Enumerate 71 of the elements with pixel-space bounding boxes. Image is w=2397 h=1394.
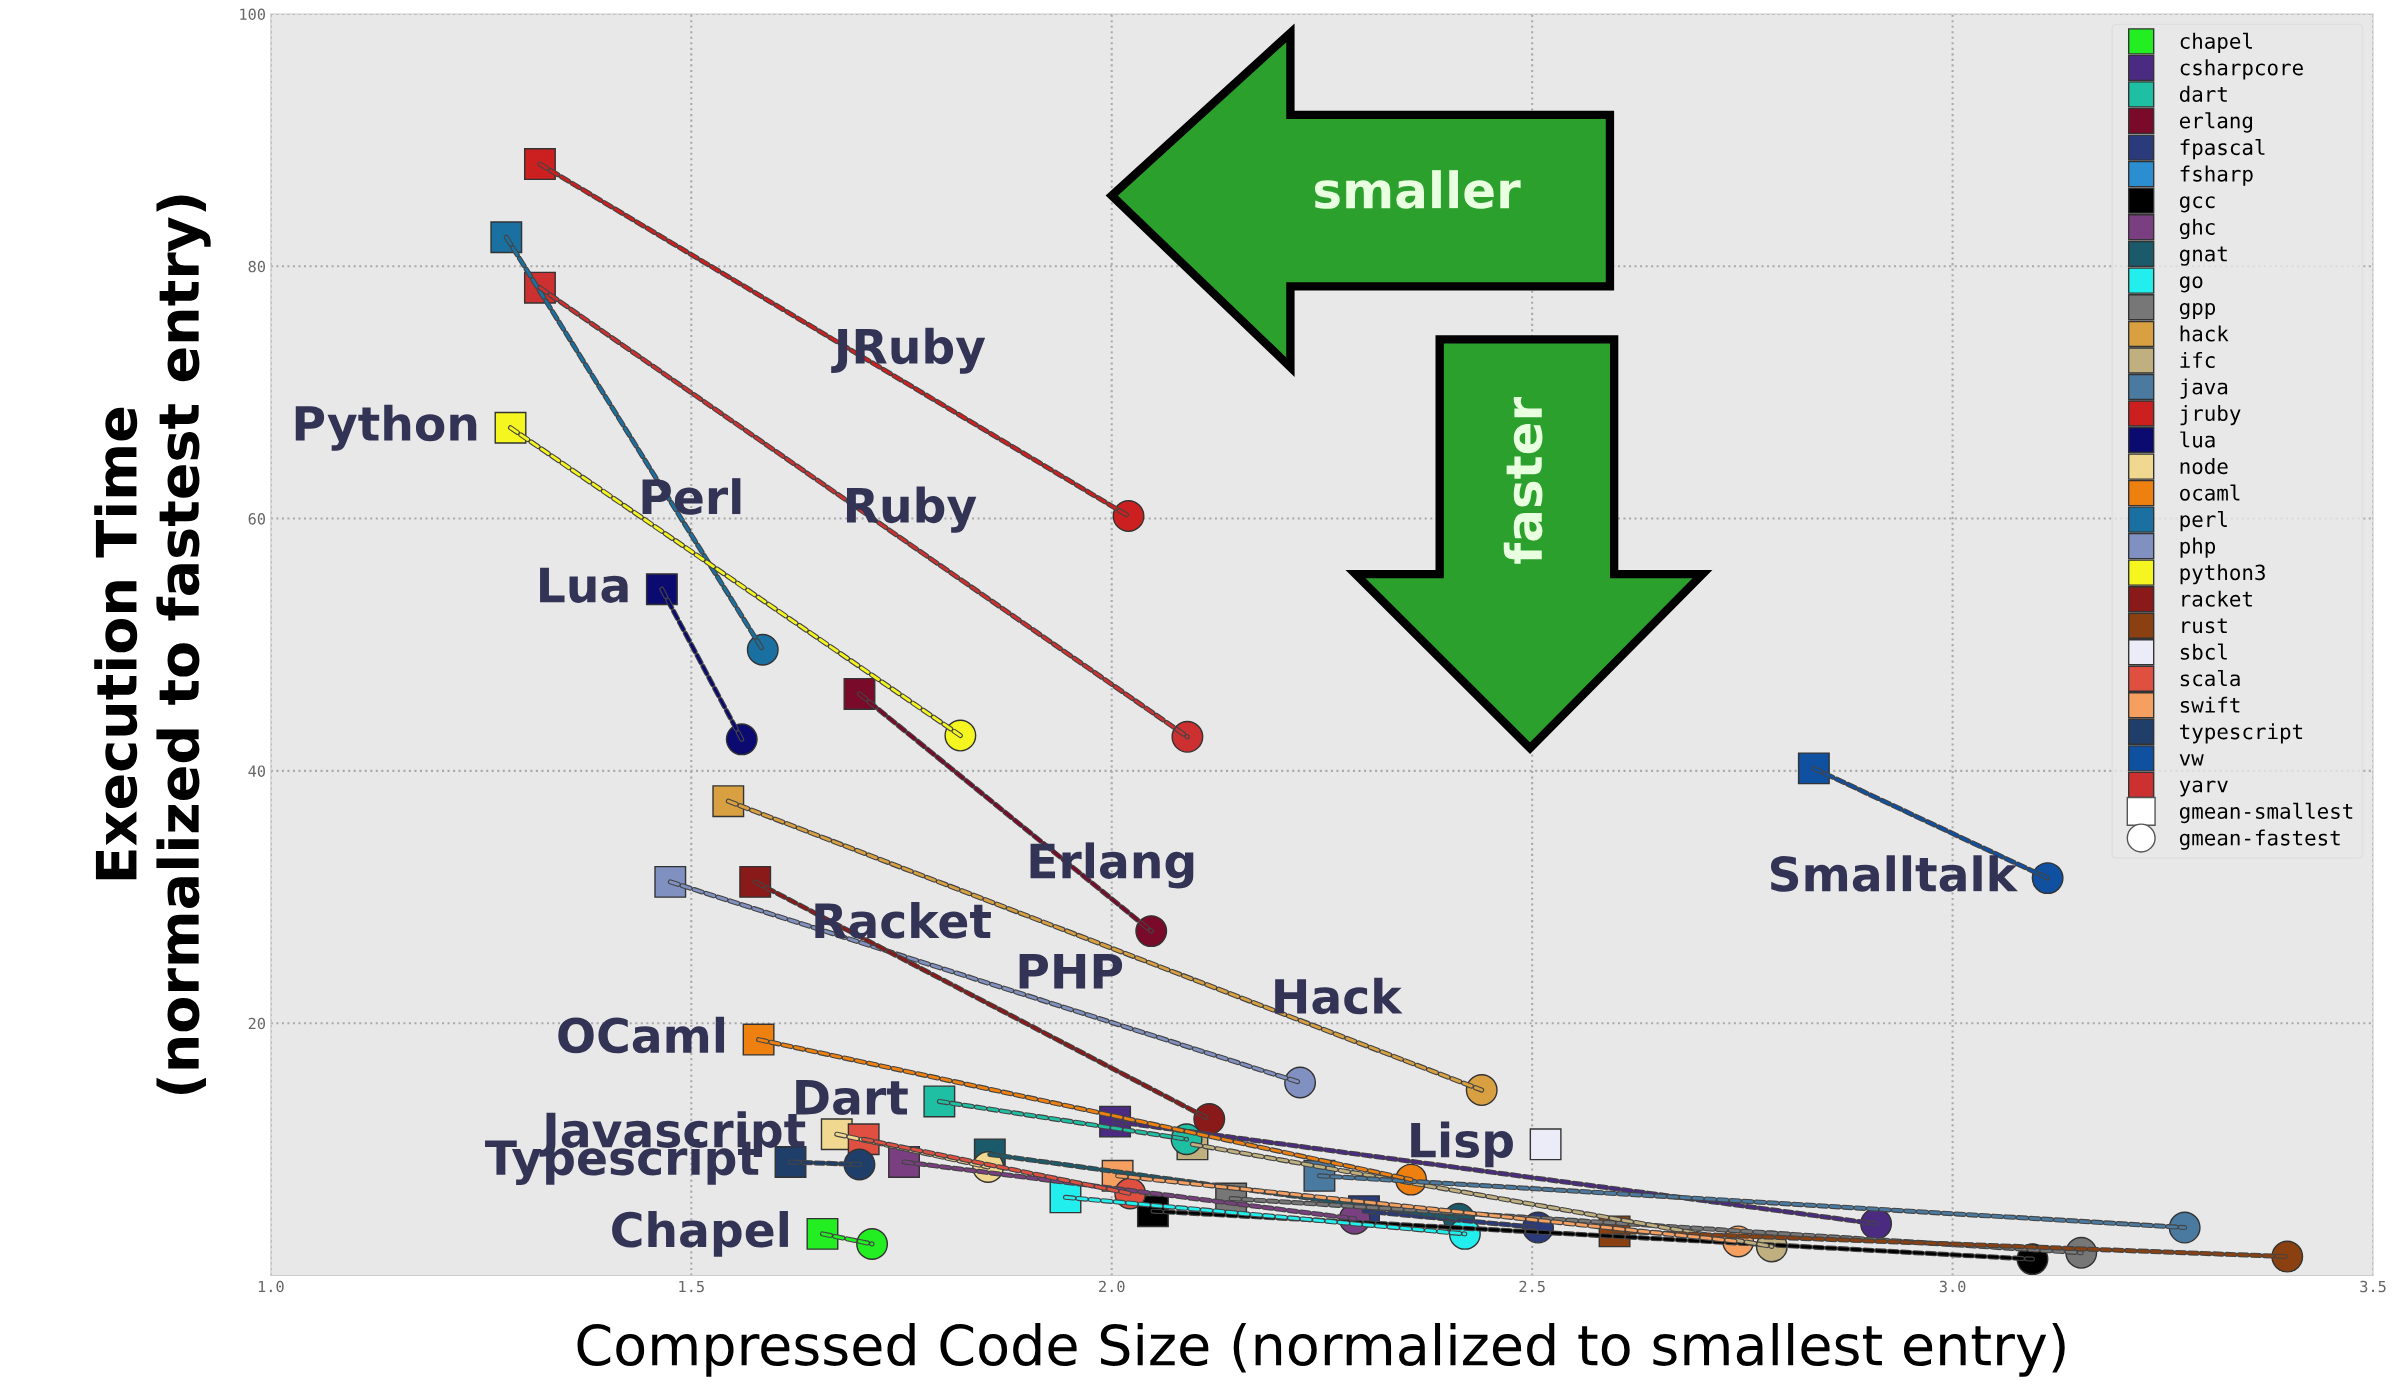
annotation: faster (1503, 397, 1543, 564)
legend-label: erlang (2179, 112, 2252, 133)
legend-label: python3 (2180, 564, 2265, 585)
x-axis-title: Compressed Code Size (normalized to smallest entry) (577, 1323, 2065, 1377)
annotation: Hack (1275, 977, 1403, 1015)
legend-label: fpascal (2180, 138, 2265, 160)
annotation: Python (295, 404, 477, 451)
y-tick-label: 20 (248, 1017, 266, 1030)
legend-label: lua (2180, 431, 2215, 448)
point (645, 573, 678, 606)
y-tick-label: 40 (248, 765, 266, 777)
legend-label: sbcl (2180, 643, 2227, 660)
legend-label: chapel (2180, 32, 2252, 53)
point (1284, 1066, 1317, 1099)
x-tick-label: 3.0 (1939, 1280, 1966, 1293)
y-tick-label: 60 (248, 513, 266, 525)
x-tick-label: 1.5 (679, 1280, 704, 1293)
annotation: OCaml (558, 1016, 725, 1054)
legend-label: yarv (2179, 780, 2228, 797)
x-tick-label: 3.5 (2360, 1280, 2386, 1293)
legend-label: rust (2182, 618, 2227, 634)
legend-label: gpp (2179, 302, 2216, 320)
annotation: Lua (540, 567, 628, 603)
x-tick-label: 2.0 (1099, 1280, 1125, 1293)
point (856, 1227, 889, 1260)
legend-label: csharpcore (2180, 59, 2303, 80)
legend-label: fsharp (2180, 165, 2253, 186)
point (806, 1217, 839, 1250)
legend-label: scala (2180, 670, 2240, 687)
legend-label: gmean-smallest (2179, 802, 2353, 824)
point (490, 221, 523, 254)
legend-label: go (2179, 276, 2203, 293)
legend-label: dart (2179, 85, 2227, 102)
point (1112, 500, 1145, 533)
legend-label: gnat (2179, 246, 2227, 266)
legend-label: ocaml (2180, 484, 2240, 501)
point (523, 148, 556, 181)
legend-label: jruby (2180, 404, 2241, 426)
annotation: smaller (1314, 170, 1521, 209)
legend-label: vw (2179, 754, 2204, 766)
point (712, 785, 745, 818)
legend-label: gmean-fastest (2179, 829, 2340, 850)
point (2271, 1240, 2304, 1273)
legend-label: ifc (2180, 351, 2215, 369)
y-axis-title: Execution Time (normalized to fastest entry) (94, 195, 211, 1094)
point (1529, 1128, 1562, 1161)
point (654, 865, 687, 898)
point (739, 865, 772, 898)
point (923, 1085, 956, 1118)
legend-label: perl (2180, 510, 2227, 532)
point (1797, 752, 1830, 785)
annotation: Smalltalk (1770, 855, 2018, 892)
annotation: PHP (1019, 953, 1123, 989)
legend-label: java (2180, 378, 2228, 399)
legend-label: hack (2180, 325, 2229, 342)
legend-label: racket (2182, 590, 2252, 607)
x-tick-label: 2.5 (1519, 1280, 1545, 1293)
point (742, 1023, 775, 1056)
point (746, 633, 779, 666)
x-tick-label: 1.0 (258, 1280, 284, 1293)
legend-label: swift (2180, 696, 2240, 713)
y-tick-label: 100 (240, 8, 266, 20)
legend-label: node (2180, 458, 2228, 475)
annotation: Lisp (1411, 1121, 1513, 1168)
legend-label: ghc (2179, 218, 2215, 240)
y-tick-label: 80 (248, 260, 266, 273)
legend-label: gcc (2179, 196, 2215, 213)
annotation: Chapel (612, 1211, 788, 1257)
point (843, 677, 876, 710)
legend-label: typescript (2180, 723, 2303, 744)
legend-label: php (2180, 537, 2216, 558)
